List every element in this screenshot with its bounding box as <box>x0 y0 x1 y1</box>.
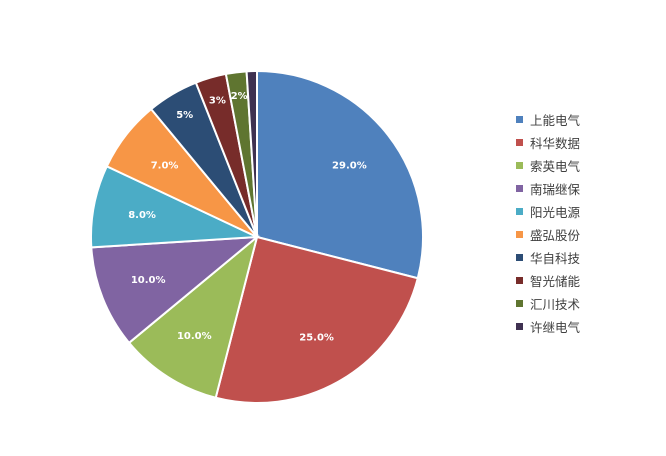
legend-swatch-icon <box>516 300 523 307</box>
data-label-7: 5% <box>176 110 193 121</box>
legend-label: 南瑞继保 <box>530 182 581 197</box>
pie-slice-2 <box>214 235 419 404</box>
legend-swatch-icon <box>516 254 523 261</box>
pie-slice-10 <box>245 69 258 238</box>
legend-swatch-icon <box>516 139 523 146</box>
data-label-8: 3% <box>209 96 226 107</box>
legend-swatch-icon <box>516 277 523 284</box>
data-label-1: 29.0% <box>332 160 367 171</box>
legend-label: 盛弘股份 <box>530 228 581 243</box>
legend-item-10: 许继电气 <box>516 315 656 338</box>
legend-swatch-icon <box>516 116 523 123</box>
legend-item-9: 汇川技术 <box>516 292 656 315</box>
legend-label: 华自科技 <box>530 251 581 266</box>
pie-slice-1 <box>256 69 424 280</box>
legend-swatch-icon <box>516 208 523 215</box>
legend-label: 智光储能 <box>530 274 581 289</box>
data-label-2: 25.0% <box>299 333 334 344</box>
legend-item-1: 上能电气 <box>516 108 656 131</box>
legend-item-3: 索英电气 <box>516 154 656 177</box>
legend-label: 上能电气 <box>530 113 581 128</box>
legend-label: 索英电气 <box>530 159 581 174</box>
legend-item-2: 科华数据 <box>516 131 656 154</box>
data-label-9: 2% <box>231 91 248 102</box>
legend-label: 阳光电源 <box>530 205 581 220</box>
data-label-3: 10.0% <box>177 331 212 342</box>
legend-swatch-icon <box>516 162 523 169</box>
pie-slice-4 <box>90 235 261 345</box>
legend-label: 科华数据 <box>530 136 581 151</box>
legend-label: 汇川技术 <box>530 297 581 312</box>
legend-item-5: 阳光电源 <box>516 200 656 223</box>
legend-label: 许继电气 <box>530 320 581 335</box>
legend-swatch-icon <box>516 323 523 330</box>
legend-swatch-icon <box>516 231 523 238</box>
legend-item-4: 南瑞继保 <box>516 177 656 200</box>
legend-item-6: 盛弘股份 <box>516 223 656 246</box>
pie-slice-3 <box>127 234 259 399</box>
legend-item-7: 华自科技 <box>516 246 656 269</box>
data-label-4: 10.0% <box>131 275 166 286</box>
legend-swatch-icon <box>516 185 523 192</box>
data-label-6: 7.0% <box>151 160 179 171</box>
data-label-5: 8.0% <box>128 210 156 221</box>
legend-item-8: 智光储能 <box>516 269 656 292</box>
legend: 上能电气科华数据索英电气南瑞继保阳光电源盛弘股份华自科技智光储能汇川技术许继电气 <box>516 108 656 338</box>
